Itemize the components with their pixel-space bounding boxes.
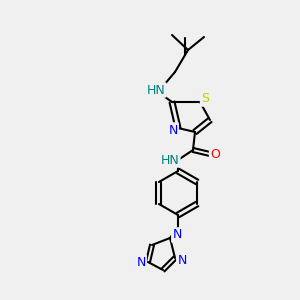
Text: N: N [177, 254, 187, 266]
Text: N: N [168, 124, 178, 136]
Text: O: O [210, 148, 220, 160]
Text: HN: HN [147, 83, 165, 97]
Text: N: N [136, 256, 146, 268]
Text: N: N [172, 229, 182, 242]
Text: HN: HN [160, 154, 179, 166]
Text: S: S [201, 92, 209, 106]
